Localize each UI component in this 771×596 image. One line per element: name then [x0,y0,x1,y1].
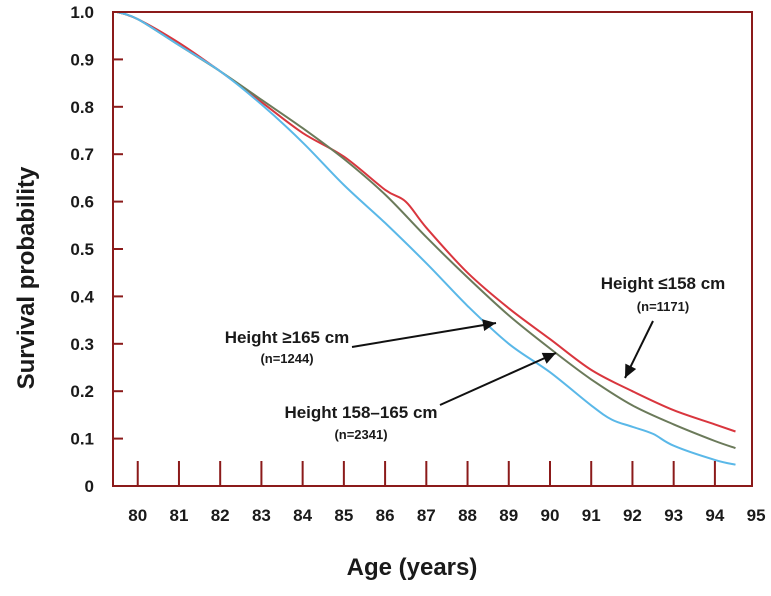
y-tick-label: 0.1 [70,430,94,449]
annotation-short-n: (n=1171) [637,299,689,314]
y-tick-label: 0 [85,477,94,496]
ticks-layer: 0 0.1 0.2 0.3 0.4 0.5 0.6 0.7 0.8 0.9 1.0 80 81 82 83 8… [70,3,765,525]
y-tick-label: 0.8 [70,98,94,117]
annotation-tall-title: Height ≥165 cm [225,328,350,347]
x-tick-label: 93 [664,506,683,525]
x-tick-label: 85 [334,506,353,525]
series-tall-line [116,11,736,466]
x-tick-label: 88 [458,506,477,525]
y-tick-label: 1.0 [70,3,94,22]
arrow-mid-icon [439,352,557,406]
x-tick-label: 83 [252,506,271,525]
y-tick-label: 0.3 [70,335,94,354]
arrow-tall-icon [351,319,497,348]
annotation-short-title: Height ≤158 cm [601,274,726,293]
x-tick-label: 87 [417,506,436,525]
arrow-short-icon [624,320,654,379]
series-mid-line [116,11,736,450]
y-tick-label: 0.2 [70,382,94,401]
series-short-line [116,11,736,433]
annotation-mid-title: Height 158–165 cm [284,403,437,422]
y-axis-title: Survival probability [13,166,40,389]
series-layer [116,11,736,466]
x-tick-label: 95 [747,506,766,525]
annotation-mid-n: (n=2341) [334,427,387,442]
x-tick-label: 81 [170,506,189,525]
y-tick-label: 0.9 [70,50,94,69]
annotation-tall-n: (n=1244) [260,351,313,366]
y-tick-label: 0.6 [70,193,94,212]
x-tick-label: 90 [541,506,560,525]
arrows-layer [351,319,654,406]
x-tick-label: 84 [293,506,312,525]
y-tick-label: 0.7 [70,145,94,164]
x-axis-title: Age (years) [347,554,478,581]
x-tick-label: 89 [499,506,518,525]
x-tick-label: 94 [705,506,724,525]
x-tick-label: 86 [376,506,395,525]
y-tick-label: 0.5 [70,240,94,259]
y-tick-label: 0.4 [70,287,94,306]
x-tick-label: 92 [623,506,642,525]
x-tick-label: 82 [211,506,230,525]
x-tick-label: 80 [128,506,147,525]
x-tick-label: 91 [582,506,601,525]
